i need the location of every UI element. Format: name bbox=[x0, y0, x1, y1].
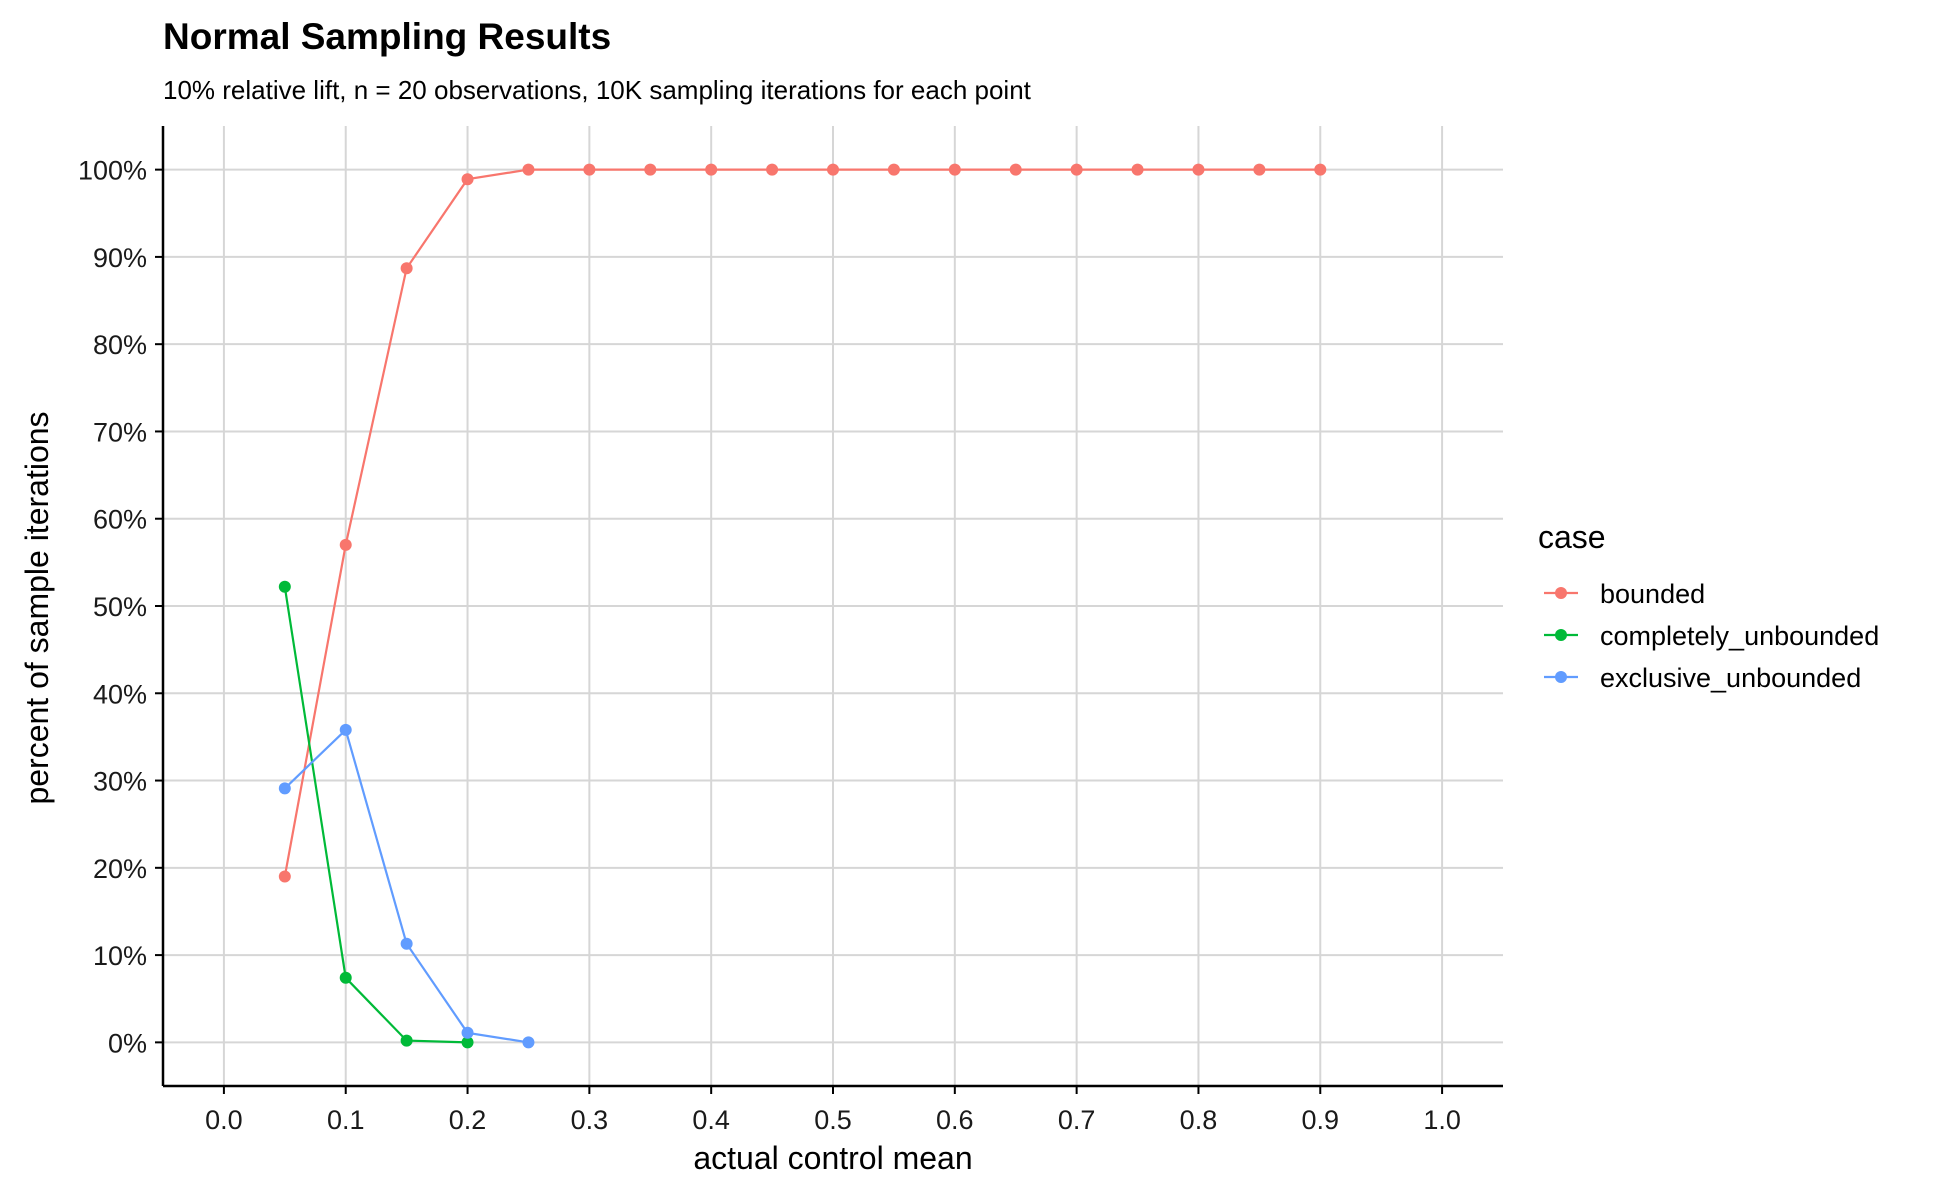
y-tick-label: 20% bbox=[93, 854, 147, 884]
chart-title: Normal Sampling Results bbox=[163, 16, 611, 57]
x-tick-label: 0.3 bbox=[571, 1105, 609, 1135]
data-point-completely_unbounded bbox=[461, 1036, 474, 1049]
data-point-exclusive_unbounded bbox=[522, 1036, 535, 1049]
series-layer bbox=[278, 163, 1327, 1049]
data-point-bounded bbox=[766, 163, 779, 176]
y-tick-label: 80% bbox=[93, 330, 147, 360]
x-tick-label: 0.0 bbox=[205, 1105, 243, 1135]
y-tick-label: 30% bbox=[93, 767, 147, 797]
x-tick-label: 1.0 bbox=[1423, 1105, 1461, 1135]
data-point-bounded bbox=[461, 173, 474, 186]
legend-key-point bbox=[1555, 587, 1567, 599]
y-tick-label: 100% bbox=[78, 156, 147, 186]
data-point-bounded bbox=[948, 163, 961, 176]
x-axis-title: actual control mean bbox=[693, 1140, 972, 1176]
legend-key-point bbox=[1555, 671, 1567, 683]
legend: case bounded completely_unbounded exclusiv… bbox=[1538, 519, 1879, 693]
data-point-bounded bbox=[278, 870, 291, 883]
data-point-bounded bbox=[1070, 163, 1083, 176]
data-point-bounded bbox=[1314, 163, 1327, 176]
y-axis-ticks: 0% 10% 20% 30% 40% 50% 60% 70% 80% 90% 100% bbox=[78, 156, 163, 1058]
legend-item-completely_unbounded: completely_unbounded bbox=[1544, 621, 1879, 651]
data-point-completely_unbounded bbox=[339, 971, 352, 984]
legend-item-exclusive_unbounded: exclusive_unbounded bbox=[1544, 663, 1861, 693]
x-tick-label: 0.6 bbox=[936, 1105, 974, 1135]
series-exclusive_unbounded bbox=[278, 723, 535, 1049]
legend-label: bounded bbox=[1600, 579, 1705, 609]
data-point-bounded bbox=[400, 262, 413, 275]
data-point-bounded bbox=[887, 163, 900, 176]
x-tick-label: 0.4 bbox=[692, 1105, 730, 1135]
y-tick-label: 0% bbox=[108, 1028, 147, 1058]
data-point-bounded bbox=[1009, 163, 1022, 176]
y-tick-label: 60% bbox=[93, 505, 147, 535]
legend-item-bounded: bounded bbox=[1544, 579, 1705, 609]
data-point-bounded bbox=[705, 163, 718, 176]
data-point-bounded bbox=[583, 163, 596, 176]
data-point-exclusive_unbounded bbox=[278, 782, 291, 795]
series-line-completely_unbounded bbox=[283, 586, 468, 1044]
x-tick-label: 0.9 bbox=[1301, 1105, 1339, 1135]
data-point-exclusive_unbounded bbox=[461, 1026, 474, 1039]
x-tick-label: 0.5 bbox=[814, 1105, 852, 1135]
data-point-bounded bbox=[1192, 163, 1205, 176]
y-tick-label: 40% bbox=[93, 679, 147, 709]
data-point-exclusive_unbounded bbox=[400, 937, 413, 950]
data-point-bounded bbox=[339, 538, 352, 551]
legend-label: completely_unbounded bbox=[1600, 621, 1879, 651]
y-tick-label: 90% bbox=[93, 243, 147, 273]
series-line-bounded bbox=[283, 168, 1321, 877]
y-tick-label: 10% bbox=[93, 941, 147, 971]
data-point-bounded bbox=[827, 163, 839, 176]
y-tick-label: 50% bbox=[93, 592, 147, 622]
data-point-completely_unbounded bbox=[278, 580, 291, 593]
legend-title: case bbox=[1538, 519, 1606, 555]
chart-subtitle: 10% relative lift, n = 20 observations, … bbox=[163, 75, 1032, 105]
series-bounded bbox=[278, 163, 1327, 883]
data-point-bounded bbox=[522, 163, 535, 176]
data-point-exclusive_unbounded bbox=[339, 723, 352, 736]
data-point-completely_unbounded bbox=[400, 1034, 413, 1047]
x-tick-label: 0.8 bbox=[1180, 1105, 1218, 1135]
y-tick-label: 70% bbox=[93, 417, 147, 447]
legend-label: exclusive_unbounded bbox=[1600, 663, 1861, 693]
legend-key-point bbox=[1555, 629, 1567, 641]
x-tick-label: 0.7 bbox=[1058, 1105, 1096, 1135]
data-point-bounded bbox=[644, 163, 657, 176]
y-axis-title: percent of sample iterations bbox=[19, 411, 55, 804]
x-axis-ticks: 0.0 0.1 0.2 0.3 0.4 0.5 0.6 0.7 0.8 0.9 1.0 bbox=[205, 1086, 1461, 1135]
data-point-bounded bbox=[1253, 163, 1266, 176]
data-point-bounded bbox=[1131, 163, 1144, 176]
x-tick-label: 0.2 bbox=[449, 1105, 487, 1135]
legend-items: bounded completely_unbounded exclusive_unb… bbox=[1544, 579, 1879, 693]
x-tick-label: 0.1 bbox=[327, 1105, 365, 1135]
grid-lines bbox=[163, 126, 1503, 1086]
series-completely_unbounded bbox=[278, 580, 474, 1049]
series-line-exclusive_unbounded bbox=[284, 727, 529, 1044]
